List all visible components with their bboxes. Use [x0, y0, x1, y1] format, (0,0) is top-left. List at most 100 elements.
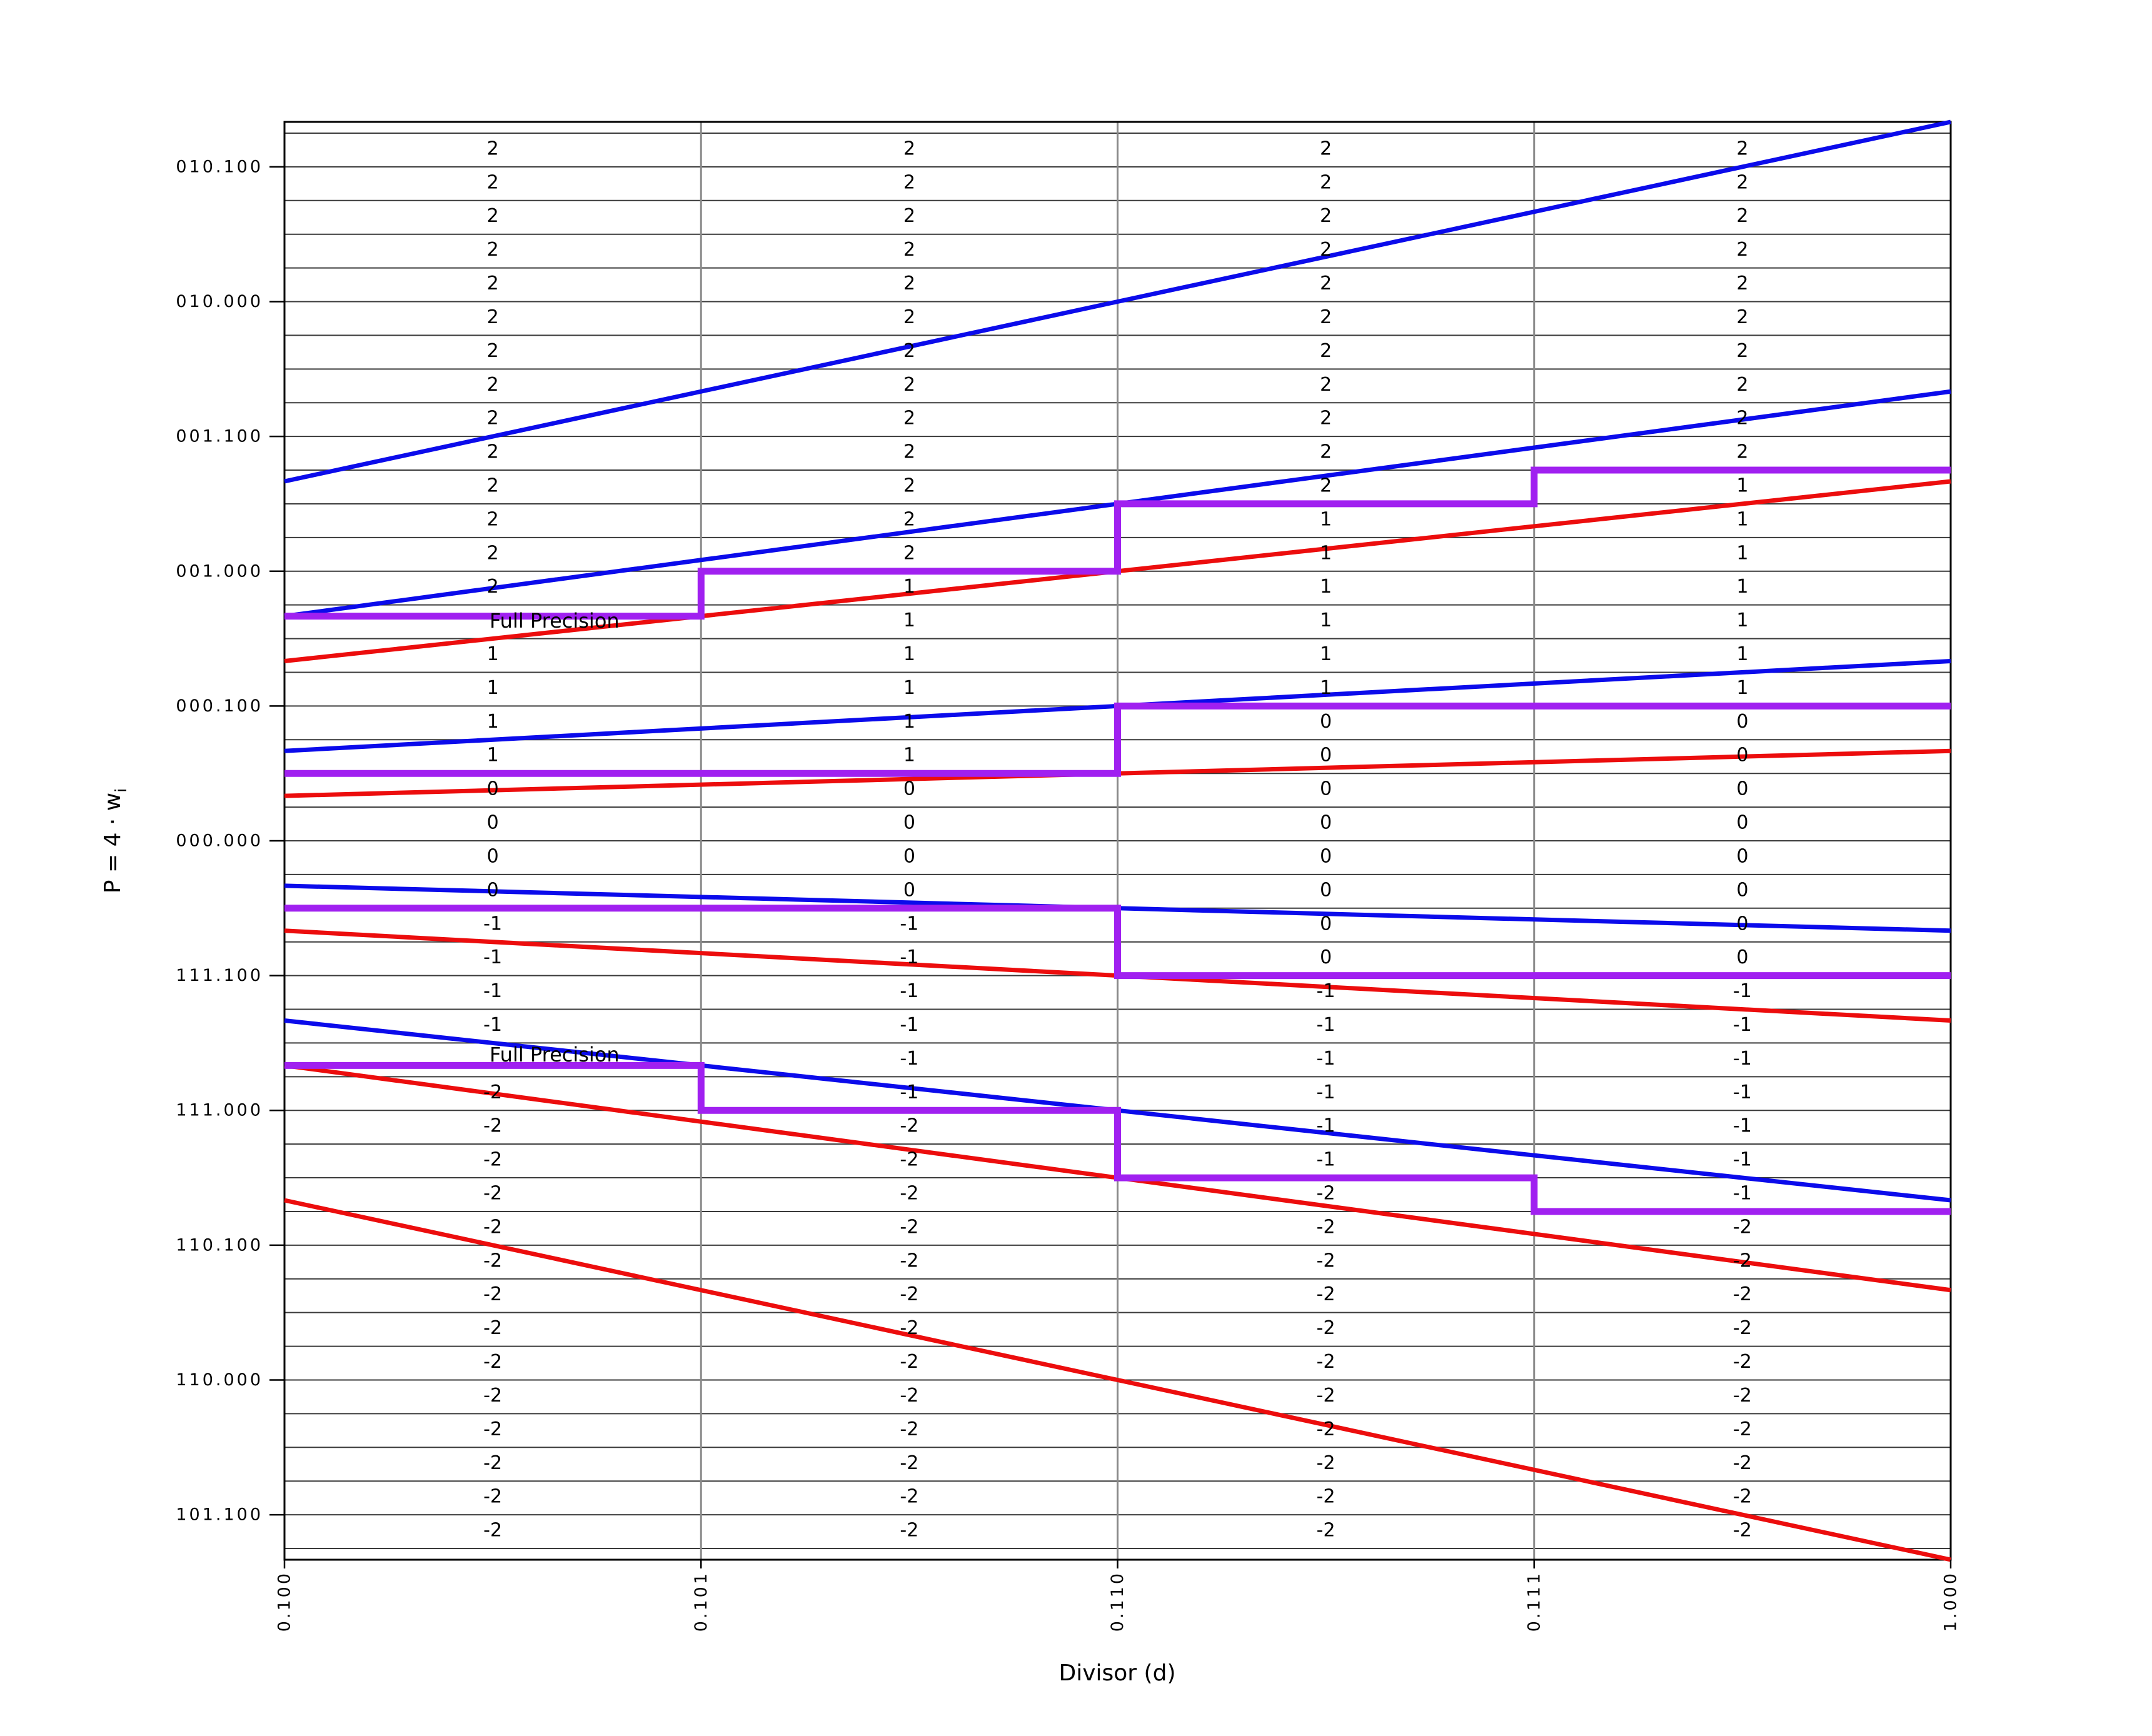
digit-cell-label: 1: [1320, 508, 1332, 530]
digit-cell-label: 2: [1736, 273, 1748, 294]
digit-cell-label: 2: [1320, 138, 1332, 159]
digit-cell-label: 0: [1320, 745, 1332, 766]
y-tick-label: 010.000: [176, 292, 263, 311]
digit-cell-label: 2: [1320, 306, 1332, 328]
digit-cell-label: -2: [1733, 1385, 1752, 1407]
digit-cell-label: -1: [900, 1048, 918, 1070]
digit-cell-label: 1: [1320, 576, 1332, 598]
x-tick-label: 0.111: [1524, 1571, 1544, 1632]
digit-cell-label: -1: [483, 913, 502, 935]
digit-cell-label: 1: [1736, 576, 1748, 598]
axis-ticks-and-labels: 010.100010.000001.100001.000000.100000.0…: [176, 157, 1960, 1632]
digit-cell-label: 2: [1736, 138, 1748, 159]
selection-staircase--1--2: [284, 1061, 1951, 1215]
digit-cell-label: 0: [903, 845, 915, 867]
digit-cell-label: 1: [903, 610, 915, 631]
y-axis-title-text: P = 4 · wi: [100, 788, 130, 893]
digit-cell-label: -2: [900, 1486, 918, 1508]
digit-cell-label: 2: [903, 340, 915, 362]
digit-cell-label: -2: [1317, 1418, 1335, 1440]
digit-cell-label: 2: [487, 508, 499, 530]
digit-cell-label: 1: [1736, 542, 1748, 564]
digit-cell-label: -2: [1317, 1385, 1335, 1407]
digit-cell-label: -1: [1733, 1115, 1752, 1137]
digit-cell-label: -2: [483, 1452, 502, 1474]
digit-cell-label: -1: [1733, 1149, 1752, 1171]
digit-cell-label: 2: [903, 239, 915, 261]
x-tick-label: 0.101: [691, 1571, 711, 1632]
digit-cell-label: 2: [903, 542, 915, 564]
digit-cell-label: -1: [900, 946, 918, 968]
digit-cell-label: -2: [483, 1351, 502, 1373]
digit-cell-label: 2: [903, 306, 915, 328]
digit-cell-label: 1: [903, 576, 915, 598]
digit-cell-label: 2: [487, 576, 499, 598]
digit-cell-label: 1: [487, 643, 499, 665]
digit-cell-label: 2: [1736, 374, 1748, 396]
digit-cell-label: -2: [900, 1317, 918, 1339]
digit-cell-label: 0: [903, 812, 915, 834]
digit-cell-label: -2: [900, 1452, 918, 1474]
digit-cell-label: -2: [1317, 1283, 1335, 1305]
digit-cell-label: 2: [487, 138, 499, 159]
digit-cell-label: 1: [1736, 643, 1748, 665]
digit-cell-label: -2: [1733, 1486, 1752, 1508]
digit-cell-label: 2: [487, 205, 499, 227]
digit-cell-label: -1: [1733, 980, 1752, 1002]
digit-cell-label: -2: [1317, 1520, 1335, 1542]
digit-cell-label: 2: [903, 171, 915, 193]
digit-cell-label: 2: [487, 441, 499, 463]
digit-cell-label: 0: [1736, 879, 1748, 901]
upper-bound-line-k2: [284, 119, 1951, 484]
digit-cell-label: 0: [487, 879, 499, 901]
digit-cell-label: -2: [900, 1351, 918, 1373]
digit-cell-label: -1: [483, 946, 502, 968]
digit-cell-label: 1: [487, 677, 499, 699]
digit-cell-label: -1: [900, 913, 918, 935]
digit-cell-label: -2: [483, 1317, 502, 1339]
selection-staircase-0--1: [284, 905, 1951, 980]
y-tick-label: 110.000: [176, 1370, 263, 1390]
y-tick-label: 001.000: [176, 561, 263, 581]
digit-cell-label: -2: [1733, 1520, 1752, 1542]
digit-cell-label: 2: [487, 474, 499, 496]
digit-cell-label: -2: [483, 1520, 502, 1542]
digit-cell-label: 0: [1736, 778, 1748, 800]
digit-cell-label: 1: [1320, 677, 1332, 699]
digit-cell-label: 2: [903, 273, 915, 294]
y-tick-label: 111.000: [176, 1101, 263, 1120]
full-precision-annotation-lower: Full Precision: [490, 1043, 620, 1066]
digit-cell-label: -2: [900, 1283, 918, 1305]
digit-cell-label: 2: [1736, 340, 1748, 362]
digit-cell-label: 0: [487, 778, 499, 800]
digit-cell-label: 1: [903, 745, 915, 766]
digit-cell-label: 2: [1736, 306, 1748, 328]
digit-cell-label: -2: [483, 1385, 502, 1407]
digit-cell-label: -2: [900, 1418, 918, 1440]
digit-cell-label: -2: [1733, 1250, 1752, 1272]
selection-staircases: [284, 466, 1951, 1215]
digit-cell-label: 0: [1736, 913, 1748, 935]
digit-cell-label: 1: [1736, 677, 1748, 699]
digit-cell-label: -1: [1733, 1081, 1752, 1103]
digit-cell-label: -2: [1733, 1452, 1752, 1474]
digit-cell-label: -1: [1733, 1048, 1752, 1070]
digit-cell-label: 0: [1320, 778, 1332, 800]
digit-cell-label: 1: [487, 745, 499, 766]
digit-cell-label: -1: [900, 1081, 918, 1103]
digit-cell-label: 2: [487, 374, 499, 396]
digit-cell-label: 1: [1320, 542, 1332, 564]
selection-staircase-1-0: [284, 702, 1951, 777]
digit-cell-label: -2: [900, 1250, 918, 1272]
digit-cell-label: 2: [1320, 273, 1332, 294]
digit-cell-label: -2: [1317, 1486, 1335, 1508]
digit-cell-label: 2: [487, 171, 499, 193]
digit-cell-label: -2: [1317, 1317, 1335, 1339]
digit-cell-label: -1: [1317, 1115, 1335, 1137]
digit-cell-label: -2: [483, 1250, 502, 1272]
digit-cell-label: 0: [903, 778, 915, 800]
digit-cell-label: -2: [1733, 1351, 1752, 1373]
digit-cell-label: 1: [903, 677, 915, 699]
digit-cell-label: 2: [1320, 340, 1332, 362]
